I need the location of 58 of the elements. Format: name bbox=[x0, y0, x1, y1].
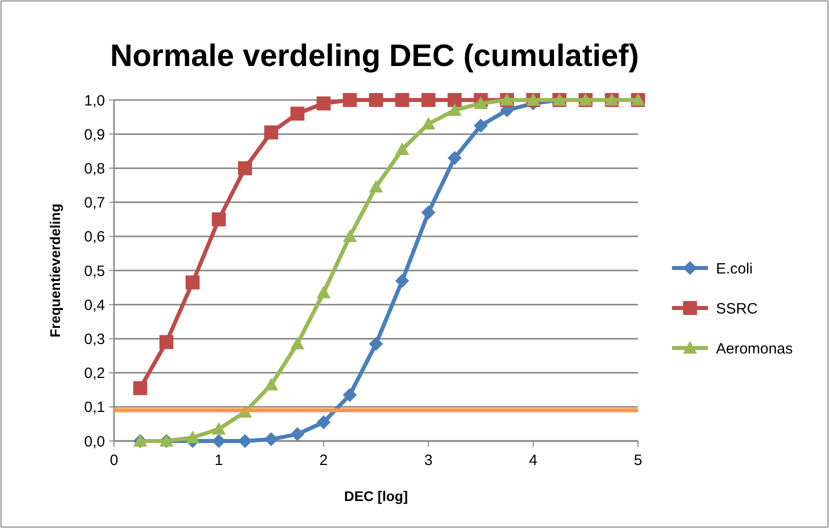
x-axis-title: DEC [log] bbox=[344, 488, 408, 504]
x-tick-label: 5 bbox=[634, 452, 642, 469]
point bbox=[421, 93, 436, 107]
point bbox=[342, 229, 357, 242]
y-tick-label: 0,8 bbox=[84, 160, 105, 178]
y-tick-label: 0,0 bbox=[84, 433, 105, 450]
point bbox=[290, 336, 304, 350]
y-tick-label: 0,5 bbox=[84, 262, 105, 280]
point bbox=[316, 286, 331, 298]
point bbox=[316, 96, 331, 110]
y-tick-label: 0,3 bbox=[84, 330, 105, 348]
x-tick-label: 4 bbox=[529, 452, 538, 469]
x-tick-label: 2 bbox=[319, 452, 328, 469]
point bbox=[369, 336, 383, 351]
point bbox=[342, 93, 357, 107]
point bbox=[316, 415, 331, 430]
point bbox=[448, 150, 462, 165]
point bbox=[448, 103, 462, 116]
point bbox=[186, 275, 200, 290]
point bbox=[369, 93, 383, 107]
point bbox=[474, 118, 488, 133]
point bbox=[264, 378, 278, 390]
point bbox=[421, 116, 436, 130]
point bbox=[369, 180, 383, 193]
y-tick-label: 1,0 bbox=[84, 92, 105, 110]
x-tick-label: 3 bbox=[424, 452, 433, 469]
point bbox=[474, 96, 488, 110]
point bbox=[395, 93, 410, 107]
point bbox=[395, 274, 410, 288]
point bbox=[186, 430, 200, 444]
legend-label: SSRC bbox=[716, 300, 758, 318]
point bbox=[159, 335, 174, 350]
point bbox=[238, 434, 252, 448]
point bbox=[448, 93, 462, 107]
point bbox=[342, 388, 357, 402]
y-tick-label: 0,2 bbox=[84, 365, 105, 382]
point bbox=[133, 381, 148, 396]
point bbox=[238, 161, 252, 176]
y-tick-label: 0,7 bbox=[84, 194, 105, 212]
y-tick-label: 0,6 bbox=[84, 228, 105, 246]
point bbox=[212, 434, 226, 448]
x-tick-label: 0 bbox=[110, 452, 118, 469]
legend-label: E.coli bbox=[716, 260, 753, 278]
point bbox=[264, 432, 278, 446]
legend-label: Aeromonas bbox=[716, 340, 793, 358]
point bbox=[290, 427, 304, 442]
point bbox=[212, 212, 226, 226]
y-tick-label: 0,9 bbox=[84, 126, 105, 144]
point bbox=[290, 106, 304, 121]
y-tick-label: 0,1 bbox=[84, 399, 105, 416]
point bbox=[421, 206, 436, 220]
point bbox=[264, 125, 278, 140]
chart-title: Normale verdeling DEC (cumulatief) bbox=[110, 38, 639, 73]
y-tick-label: 0,4 bbox=[84, 296, 105, 314]
point bbox=[212, 422, 226, 435]
x-tick-label: 1 bbox=[214, 452, 223, 469]
y-axis-title: Frequentieverdeling bbox=[47, 204, 63, 338]
point bbox=[395, 142, 410, 156]
